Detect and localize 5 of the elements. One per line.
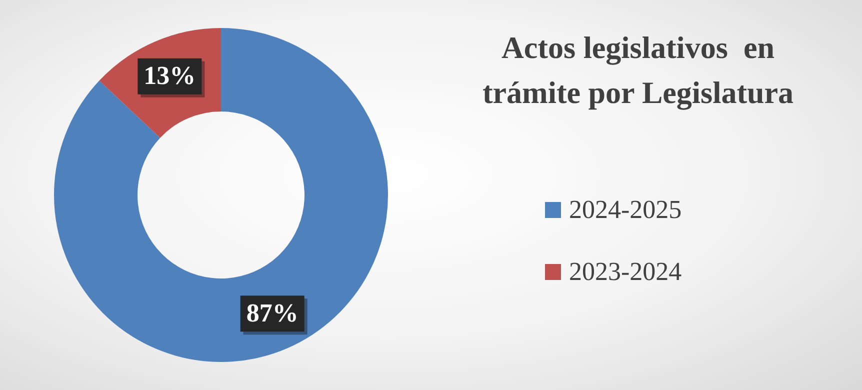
legend-label: 2023-2024 bbox=[569, 256, 682, 286]
text: Actos legislativos en trámite por Legislatura bbox=[482, 30, 794, 110]
data-label: 13% bbox=[144, 61, 196, 90]
legend-label: 2024-2025 bbox=[569, 194, 682, 224]
data-label: 87% bbox=[246, 298, 298, 328]
